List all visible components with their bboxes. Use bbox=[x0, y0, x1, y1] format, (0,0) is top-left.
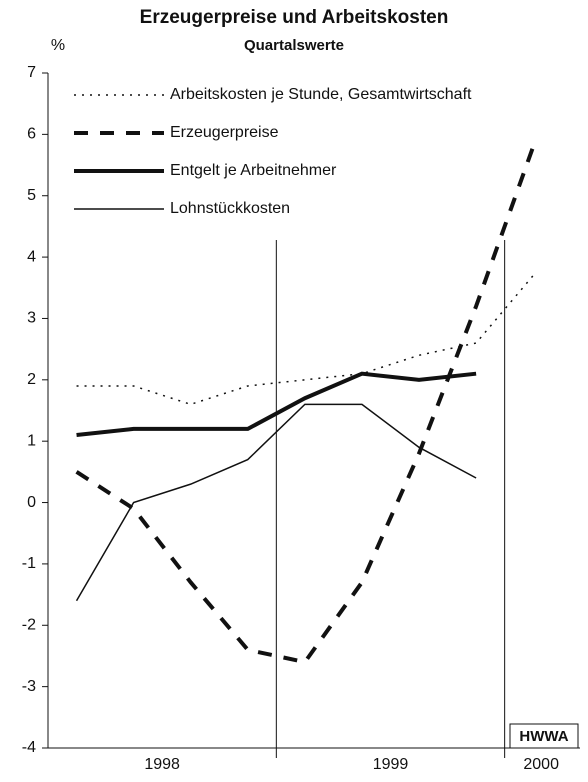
y-tick-label: 4 bbox=[27, 248, 36, 265]
y-tick-label: 6 bbox=[27, 126, 36, 143]
series-line bbox=[75, 403, 477, 602]
chart-subtitle: Quartalswerte bbox=[244, 37, 344, 54]
y-tick-label: -3 bbox=[22, 678, 36, 695]
x-tick-label: 1998 bbox=[144, 756, 180, 773]
y-tick-label: -4 bbox=[22, 739, 36, 756]
chart-title: Erzeugerpreise und Arbeitskosten bbox=[140, 7, 449, 28]
y-tick-label: 3 bbox=[27, 310, 36, 327]
y-unit: % bbox=[51, 37, 65, 54]
source: HWWA bbox=[519, 728, 568, 745]
y-tick-label: 2 bbox=[27, 371, 36, 388]
y-tick-label: -1 bbox=[22, 555, 36, 572]
series-line bbox=[76, 371, 477, 438]
legend-label: Erzeugerpreise bbox=[170, 124, 279, 141]
legend-label: Entgelt je Arbeitnehmer bbox=[170, 162, 337, 179]
y-tick-label: 7 bbox=[27, 64, 36, 81]
legend-label: Arbeitskosten je Stunde, Gesamtwirtschaf… bbox=[170, 86, 472, 103]
source-box bbox=[509, 723, 579, 749]
y-tick-label: -2 bbox=[22, 616, 36, 633]
legend-label: Lohnstückkosten bbox=[170, 200, 290, 217]
x-tick-label: 1999 bbox=[373, 756, 409, 773]
y-tick-label: 0 bbox=[27, 494, 36, 511]
series-line bbox=[75, 145, 536, 665]
series-line bbox=[76, 275, 534, 406]
x-tick-label: 2000 bbox=[523, 756, 559, 773]
y-tick-label: 1 bbox=[27, 432, 36, 449]
y-tick-label: 5 bbox=[27, 187, 36, 204]
